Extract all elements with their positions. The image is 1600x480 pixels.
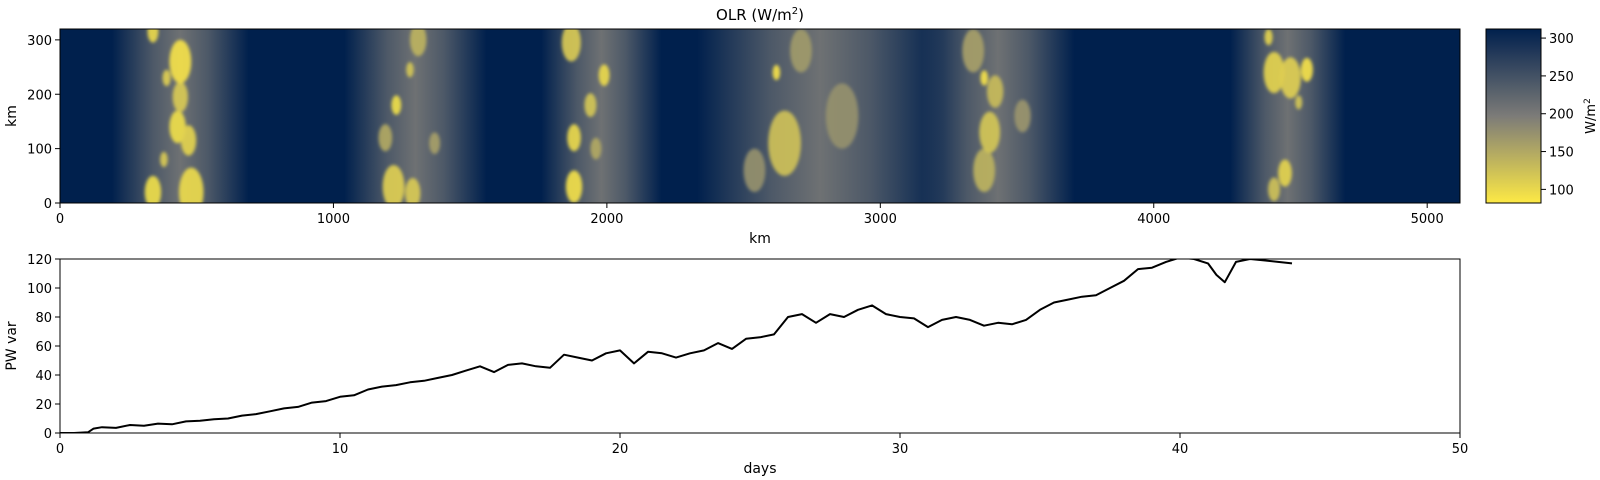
pw-var-series-line (60, 259, 1293, 433)
olr-cluster (567, 124, 581, 152)
olr-cluster (382, 164, 405, 203)
olr-y-axis-label: km (4, 105, 20, 127)
pw-var-panel: 0 10 20 30 40 50 0 20 40 60 80 100 120 days PW var (4, 253, 1468, 477)
olr-y-tick-label: 0 (44, 197, 52, 212)
olr-colorbar: 100 150 200 250 300 W/m2 (1485, 28, 1599, 204)
olr-cluster (147, 29, 159, 43)
olr-title-text: OLR (W/m (716, 6, 792, 24)
pw-var-x-tick-label: 30 (892, 442, 909, 457)
olr-cluster (410, 29, 427, 57)
olr-band (697, 29, 944, 203)
olr-colorbar-tick-label: 200 (1549, 108, 1574, 123)
olr-cluster (169, 39, 192, 84)
olr-cluster (172, 81, 188, 113)
pw-var-y-tick-label: 40 (35, 369, 52, 384)
olr-x-axis-label: km (749, 231, 771, 247)
olr-colorbar-tick-label: 150 (1549, 146, 1574, 161)
olr-heatmap-frame (59, 28, 1461, 204)
pw-var-x-axis-label: days (743, 461, 776, 477)
olr-title: OLR (W/m2) (716, 6, 804, 24)
olr-cluster (1268, 177, 1281, 202)
olr-x-tick-label: 0 (56, 212, 64, 227)
pw-var-x-tick-label: 0 (56, 442, 64, 457)
olr-cluster (406, 62, 414, 78)
pw-var-plot-area (60, 259, 1460, 433)
olr-cluster (584, 93, 597, 118)
olr-cluster (590, 137, 602, 160)
olr-cluster (378, 124, 393, 152)
olr-band (541, 29, 662, 203)
pw-var-x-axis-ticks: 0 10 20 30 40 50 (56, 433, 1468, 457)
olr-heatmap-clusters (144, 29, 1313, 203)
olr-cluster (825, 83, 859, 149)
pw-var-y-tick-label: 60 (35, 340, 52, 355)
pw-var-y-axis-label: PW var (4, 321, 20, 371)
olr-cluster (986, 75, 1004, 108)
olr-colorbar-ticks: 100 150 200 250 300 (1541, 32, 1574, 198)
olr-colorbar-label-superscript: 2 (1583, 98, 1593, 104)
olr-x-tick-label: 1000 (317, 212, 350, 227)
olr-colorbar-gradient (1486, 29, 1541, 203)
olr-title-end: ) (798, 6, 804, 24)
pw-var-y-axis-ticks: 0 20 40 60 80 100 120 (27, 253, 60, 442)
olr-cluster (565, 170, 583, 203)
pw-var-x-tick-label: 40 (1172, 442, 1189, 457)
olr-colorbar-tick-label: 300 (1549, 32, 1574, 47)
olr-cluster (979, 111, 1001, 153)
olr-cluster (1264, 29, 1273, 46)
olr-cluster (743, 148, 766, 193)
olr-cluster (391, 95, 402, 115)
pw-var-x-tick-label: 20 (612, 442, 629, 457)
olr-y-axis-ticks: 0 100 200 300 (27, 34, 60, 212)
olr-cluster (160, 151, 168, 168)
olr-cluster (1280, 57, 1301, 99)
olr-cluster (180, 125, 197, 156)
olr-cluster (178, 167, 204, 203)
olr-x-tick-label: 5000 (1411, 212, 1444, 227)
pw-var-y-tick-label: 0 (44, 427, 52, 442)
olr-cluster (962, 29, 985, 73)
olr-cluster (772, 64, 781, 81)
olr-band (921, 29, 1075, 203)
olr-cluster (980, 70, 989, 86)
pw-var-y-tick-label: 120 (27, 253, 52, 268)
olr-cluster (790, 29, 812, 73)
olr-y-tick-label: 100 (27, 143, 52, 158)
olr-cluster (162, 69, 171, 87)
olr-colorbar-tick-label: 100 (1549, 183, 1574, 198)
olr-y-tick-label: 200 (27, 88, 52, 103)
olr-cluster (429, 132, 441, 155)
pw-var-y-tick-label: 100 (27, 282, 52, 297)
olr-x-axis-ticks: 0 1000 2000 3000 4000 5000 (56, 203, 1444, 227)
olr-x-tick-label: 2000 (590, 212, 623, 227)
pw-var-x-tick-label: 50 (1452, 442, 1469, 457)
olr-cluster (1014, 99, 1031, 133)
olr-cluster (1300, 57, 1313, 82)
olr-cluster (598, 64, 610, 87)
olr-heatmap-panel: OLR (W/m2) 0 1000 2000 3000 4000 5000 0100200… (4, 6, 1599, 247)
olr-cluster (768, 110, 802, 176)
olr-cluster (144, 175, 162, 203)
olr-title-superscript: 2 (792, 6, 798, 17)
olr-cluster (1263, 51, 1285, 94)
pw-var-y-tick-label: 20 (35, 398, 52, 413)
olr-heatmap-field (60, 29, 1460, 203)
olr-x-tick-label: 4000 (1137, 212, 1170, 227)
olr-cluster (561, 29, 581, 62)
olr-colorbar-label: W/m2 (1583, 98, 1599, 134)
olr-cluster (973, 148, 996, 193)
olr-colorbar-label-text: W/m (1584, 104, 1599, 134)
olr-cluster (1295, 95, 1303, 110)
olr-cluster (405, 177, 421, 203)
olr-band (344, 29, 487, 203)
pw-var-y-tick-label: 80 (35, 311, 52, 326)
pw-var-x-tick-label: 10 (332, 442, 349, 457)
olr-colorbar-frame (1485, 28, 1542, 204)
olr-heatmap-bands (111, 29, 1346, 203)
olr-cluster (1278, 159, 1292, 187)
olr-x-tick-label: 3000 (864, 212, 897, 227)
olr-colorbar-tick-label: 250 (1549, 70, 1574, 85)
olr-y-tick-label: 300 (27, 34, 52, 49)
